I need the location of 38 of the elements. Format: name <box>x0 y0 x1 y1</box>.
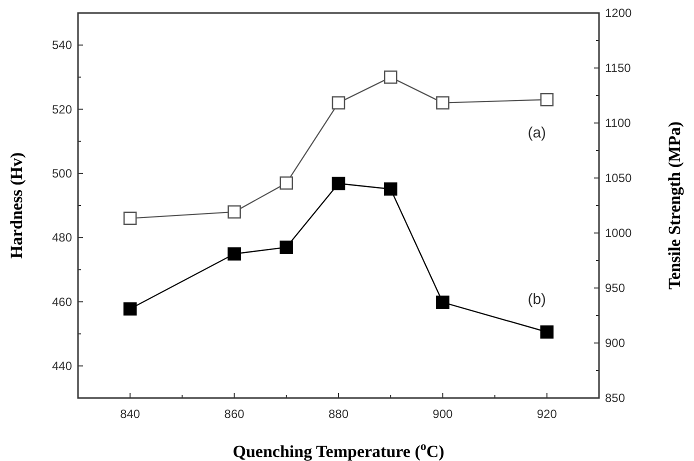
y2-tick-label: 1150 <box>605 61 632 75</box>
point <box>228 247 241 261</box>
y-tick-label: 540 <box>52 38 72 52</box>
y2-tick-label: 1200 <box>605 6 632 20</box>
point <box>540 92 554 106</box>
point <box>384 70 398 84</box>
point <box>123 212 137 225</box>
annotation: (a) <box>528 124 546 142</box>
point <box>436 296 450 309</box>
annotation: (b) <box>528 291 546 308</box>
y2-tick-label: 1100 <box>605 116 632 130</box>
point <box>228 205 241 219</box>
point <box>436 96 450 110</box>
y2-tick-label: 900 <box>605 336 626 350</box>
y-tick-label: 480 <box>52 230 72 245</box>
y2-tick-label: 1050 <box>605 171 632 185</box>
point <box>540 325 554 339</box>
x-tick-label: 880 <box>328 407 349 421</box>
point <box>280 176 294 190</box>
y2-tick-label: 1000 <box>605 226 632 240</box>
point <box>123 302 137 316</box>
x-tick-label: 920 <box>536 407 558 421</box>
y2-tick-label: 950 <box>605 281 626 295</box>
y-tick-label: 500 <box>52 166 72 180</box>
y2-tick-label: 850 <box>605 391 626 405</box>
x-axis-title: Quenching Temperature ($^{o}$C) <box>232 439 444 461</box>
y2-axis-title: Tensile Strength (MPa) <box>665 121 684 290</box>
y-tick-label: 460 <box>52 294 72 309</box>
x-tick-label: 840 <box>120 407 140 421</box>
y-tick-label: 520 <box>52 102 72 116</box>
point <box>280 240 294 254</box>
point <box>332 96 346 110</box>
y-tick-label: 440 <box>52 358 72 373</box>
x-tick-label: 860 <box>224 407 245 421</box>
x-tick-label: 900 <box>432 407 454 421</box>
point <box>384 182 398 196</box>
point <box>332 176 346 190</box>
y-axis-title: Hardness (Hv) <box>7 152 26 259</box>
